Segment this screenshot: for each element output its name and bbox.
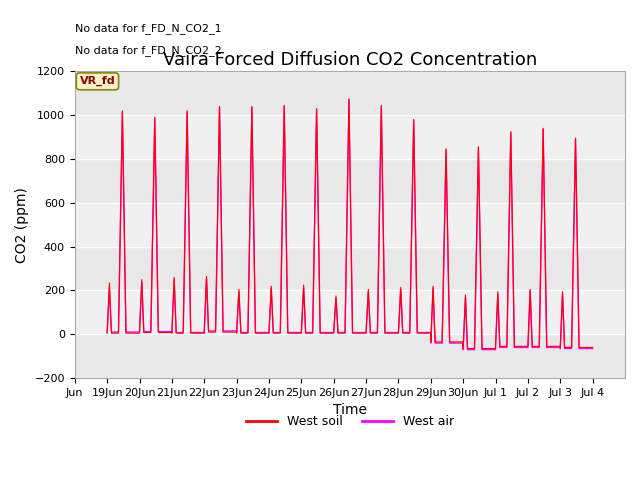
Text: No data for f_FD_N_CO2_1: No data for f_FD_N_CO2_1	[75, 23, 221, 34]
Bar	[75, 334, 625, 378]
Bar	[75, 115, 625, 159]
Text: VR_fd: VR_fd	[79, 76, 115, 86]
Title: Vaira Forced Diffusion CO2 Concentration: Vaira Forced Diffusion CO2 Concentration	[163, 51, 537, 70]
Bar	[75, 290, 625, 334]
Bar	[75, 203, 625, 247]
Text: No data for f_FD_N_CO2_2: No data for f_FD_N_CO2_2	[75, 45, 221, 56]
X-axis label: Time: Time	[333, 403, 367, 418]
Bar	[75, 159, 625, 203]
Bar	[75, 247, 625, 290]
Legend: West soil, West air: West soil, West air	[241, 410, 459, 433]
Bar	[75, 71, 625, 115]
Y-axis label: CO2 (ppm): CO2 (ppm)	[15, 187, 29, 263]
